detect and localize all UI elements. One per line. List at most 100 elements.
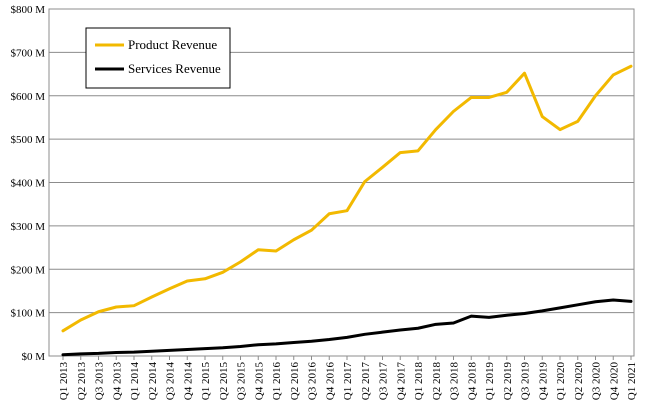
x-tick-label: Q4 2013 [111, 362, 123, 401]
data-point [186, 348, 189, 351]
y-tick-label: $100 M [10, 308, 45, 320]
x-tick-label: Q4 2018 [466, 362, 478, 401]
data-point [203, 277, 207, 280]
data-point [186, 279, 189, 283]
data-point [203, 347, 207, 350]
x-tick-label: Q4 2014 [182, 362, 194, 401]
data-point [150, 350, 153, 353]
series-lines [61, 64, 633, 357]
x-axis: Q1 2013 Q2 2013 Q3 2013 Q4 2013 Q1 2014 Q2 20… [58, 356, 638, 400]
data-point [452, 110, 455, 113]
data-point [274, 249, 278, 253]
x-tick-label: Q2 2019 [502, 362, 514, 401]
x-tick-label: Q2 2015 [218, 362, 230, 401]
y-tick-label: $400 M [10, 178, 45, 190]
series-line [61, 298, 633, 357]
data-point [328, 338, 331, 341]
data-point [257, 343, 260, 346]
data-point [523, 312, 526, 315]
x-tick-label: Q4 2015 [253, 362, 265, 401]
data-point [381, 330, 384, 334]
x-tick-label: Q3 2017 [378, 362, 390, 401]
x-tick-label: Q3 2016 [307, 362, 319, 401]
data-point [239, 345, 242, 348]
x-tick-label: Q4 2020 [608, 362, 620, 401]
legend: Product Revenue Services Revenue [85, 27, 231, 89]
data-point [416, 327, 420, 330]
data-point [576, 120, 579, 123]
data-point [345, 336, 349, 339]
y-tick-label: $300 M [10, 221, 45, 233]
x-tick-label: Q1 2019 [484, 362, 496, 401]
data-point [399, 151, 402, 154]
data-point [132, 350, 136, 354]
y-tick-label: $800 M [10, 4, 45, 16]
data-point [168, 349, 171, 352]
data-point [629, 65, 633, 68]
data-point [470, 96, 473, 99]
data-point [61, 353, 65, 356]
y-tick-label: $500 M [10, 134, 45, 146]
x-tick-label: Q4 2016 [324, 362, 336, 401]
data-point [115, 305, 118, 309]
data-point [558, 306, 562, 310]
legend-label: Services Revenue [128, 61, 221, 76]
data-point [97, 352, 100, 355]
data-point [594, 300, 597, 303]
data-point [487, 96, 491, 99]
data-point [292, 341, 295, 344]
data-point [150, 295, 153, 299]
series-0 [61, 64, 633, 333]
y-tick-label: $0 M [21, 351, 45, 363]
x-tick-label: Q3 2018 [449, 362, 461, 401]
x-tick-label: Q1 2014 [129, 362, 141, 401]
data-point [168, 287, 171, 290]
data-point [115, 351, 118, 354]
data-point [292, 238, 295, 241]
data-point [132, 304, 136, 307]
x-tick-label: Q4 2019 [537, 362, 549, 401]
x-tick-label: Q2 2014 [147, 362, 159, 401]
data-point [505, 314, 508, 317]
plot-border [48, 8, 635, 357]
data-point [594, 94, 597, 97]
data-point [470, 314, 473, 318]
data-point [452, 321, 455, 325]
data-point [434, 323, 437, 326]
legend-box [85, 27, 231, 89]
x-tick-label: Q1 2015 [200, 362, 212, 401]
x-tick-label: Q3 2014 [165, 362, 177, 401]
data-point [328, 212, 331, 215]
data-point [310, 229, 313, 232]
series-line [61, 64, 633, 333]
y-tick-label: $200 M [10, 264, 45, 276]
data-point [381, 166, 384, 169]
data-point [274, 342, 278, 346]
data-point [541, 115, 544, 118]
data-point [629, 300, 633, 303]
data-point [541, 309, 544, 313]
x-tick-label: Q3 2015 [236, 362, 248, 401]
x-tick-label: Q4 2017 [395, 362, 407, 401]
x-tick-label: Q1 2018 [413, 362, 425, 401]
x-tick-label: Q1 2021 [626, 362, 638, 400]
data-point [487, 316, 491, 319]
data-point [612, 298, 615, 302]
x-tick-label: Q1 2016 [271, 362, 283, 401]
x-tick-label: Q2 2020 [573, 362, 585, 401]
x-tick-label: Q3 2013 [94, 362, 106, 401]
y-axis: $0 M $100 M $200 M $300 M $400 M $500 M $600 M… [10, 4, 45, 363]
data-point [310, 340, 313, 343]
data-point [79, 352, 82, 356]
x-tick-label: Q2 2016 [289, 362, 301, 401]
data-point [61, 329, 65, 333]
data-point [97, 310, 100, 313]
data-point [363, 180, 366, 183]
legend-label: Product Revenue [128, 37, 217, 52]
data-point [576, 303, 579, 307]
y-tick-label: $700 M [10, 47, 45, 59]
data-point [523, 71, 526, 75]
data-point [399, 328, 402, 332]
